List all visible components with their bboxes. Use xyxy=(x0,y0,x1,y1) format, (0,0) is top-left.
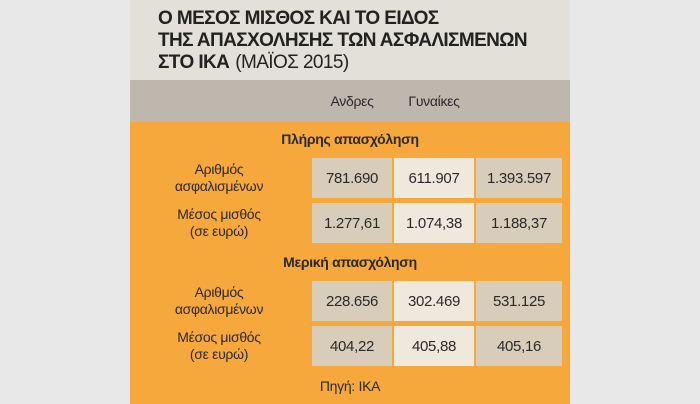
header-row xyxy=(130,80,570,122)
title-panel xyxy=(130,0,570,80)
row-label: Αριθμός ασφαλισμένων xyxy=(130,155,308,200)
row-label: Μέσος μισθός (σε ευρώ) xyxy=(130,323,308,368)
value-cell: 405,88 xyxy=(394,326,474,366)
value-cell: 531.125 xyxy=(476,281,562,321)
row-label-line: (σε ευρώ) xyxy=(189,222,249,239)
row-label-line: (σε ευρώ) xyxy=(189,345,249,362)
value-cell: 611.907 xyxy=(394,158,474,198)
title-line: ΤΗΣ ΑΠΑΣΧΟΛΗΣΗΣ ΤΩΝ ΑΣΦΑΛΙΣΜΕΝΩΝ xyxy=(158,30,528,51)
value-cell: 1.188,37 xyxy=(476,203,562,243)
row-label-line: Αριθμός xyxy=(194,283,244,300)
row-label-line: ασφαλισμένων xyxy=(174,177,264,194)
row-label-line: Μέσος μισθός xyxy=(177,205,261,222)
row-label: Αριθμός ασφαλισμένων xyxy=(130,278,308,323)
value-cell: 781.690 xyxy=(312,158,392,198)
section-heading: Μερική απασχόληση xyxy=(283,253,417,270)
value-cell: 302.469 xyxy=(394,281,474,321)
row-label-line: ασφαλισμένων xyxy=(174,300,264,317)
value-cell: 404,22 xyxy=(312,326,392,366)
column-header: Γυναίκες xyxy=(408,93,460,109)
title-line: ΣΤΟ ΙΚΑ (ΜΑΪΟΣ 2015) xyxy=(158,52,349,73)
section-heading: Πλήρης απασχόληση xyxy=(281,130,419,147)
value-cell: 228.656 xyxy=(312,281,392,321)
value-cell: 1.074,38 xyxy=(394,203,474,243)
title-line: Ο ΜΕΣΟΣ ΜΙΣΘΟΣ ΚΑΙ ΤΟ ΕΙΔΟΣ xyxy=(158,8,439,29)
row-label: Μέσος μισθός (σε ευρώ) xyxy=(130,200,308,245)
value-cell: 1.277,61 xyxy=(312,203,392,243)
row-label-line: Αριθμός xyxy=(194,160,244,177)
value-cell: 405,16 xyxy=(476,326,562,366)
source: Πηγή: ΙΚΑ xyxy=(319,378,381,394)
column-header: Ανδρες xyxy=(330,93,374,109)
value-cell: 1.393.597 xyxy=(476,158,562,198)
title-date: (ΜΑΪΟΣ 2015) xyxy=(235,52,349,73)
row-label-line: Μέσος μισθός xyxy=(177,328,261,345)
